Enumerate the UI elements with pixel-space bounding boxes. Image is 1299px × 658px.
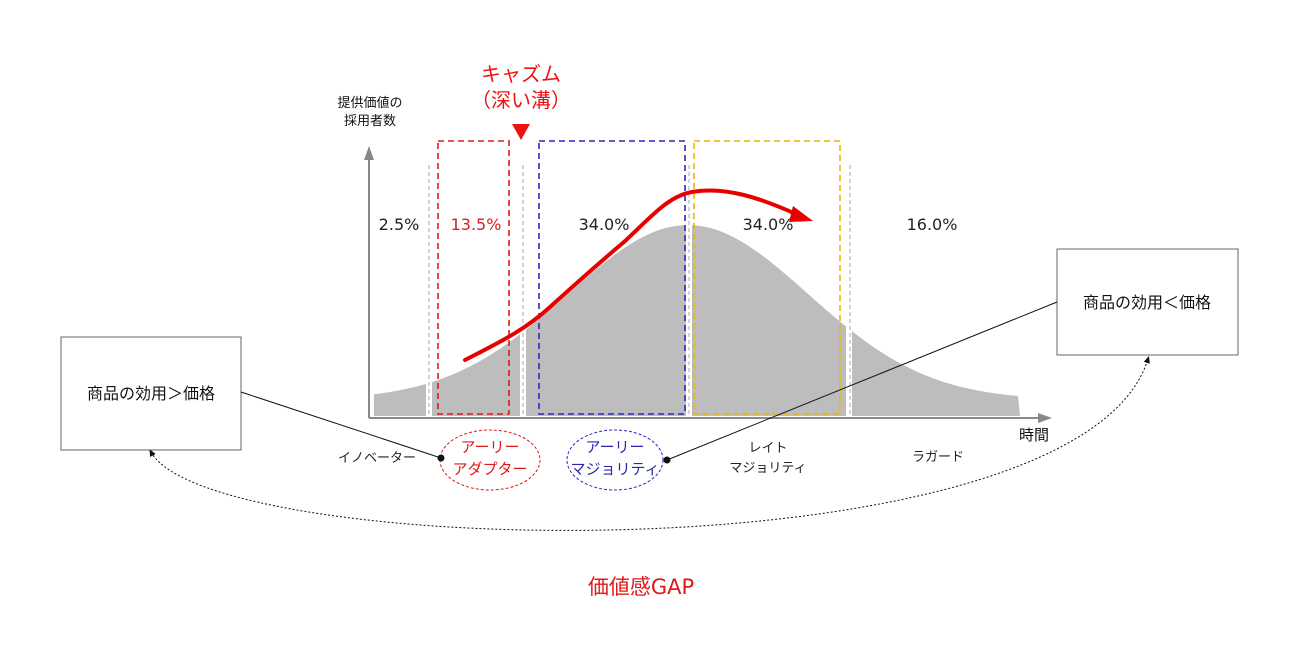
segment-label-laggards: ラガード [912,450,964,465]
adoption-trend-arrowhead [789,206,813,222]
percent-early-majority: 34.0% [579,215,630,234]
segment-label-early-adopters-line2: アダプター [452,460,527,478]
early-adopter-box [437,140,510,415]
left-comparison-text: 商品の効用＞価格 [87,384,215,403]
left-connector-dot [437,454,445,462]
segment-label-innovators: イノベーター [338,451,416,466]
segment-label-late-majority-line2: マジョリティ [729,461,806,476]
bell-curve [374,225,1020,416]
right-comparison-text: 商品の効用＜価格 [1083,293,1211,312]
right-comparison-box [1056,248,1239,356]
adoption-trend-arrow [463,188,798,362]
y-axis-arrowhead [364,146,374,160]
segment-label-early-majority-line2: マジョリティ [570,460,659,478]
segment-label-early-majority-line1: アーリー [585,438,644,456]
segment-label-late-majority-line1: レイト [748,441,787,456]
x-axis-label: 時間 [1019,426,1049,444]
x-axis-arrowhead [1038,413,1052,423]
percent-labels: 2.5% 13.5% 34.0% 34.0% 16.0% [379,215,958,234]
percent-early-adopters: 13.5% [451,215,502,234]
chasm-subtitle: （深い溝） [471,88,571,112]
percent-late-majority: 34.0% [743,215,794,234]
percent-laggards: 16.0% [907,215,958,234]
chasm-marker-triangle [512,124,530,140]
y-axis-label-line1: 提供価値の [337,95,402,111]
value-gap-label: 価値感GAP [588,575,694,599]
y-axis-label-line2: 採用者数 [344,114,396,129]
right-connector-dot [663,456,671,464]
chasm-title: キャズム [481,62,561,86]
percent-innovators: 2.5% [379,215,420,234]
segment-label-early-adopters-line1: アーリー [460,438,519,456]
